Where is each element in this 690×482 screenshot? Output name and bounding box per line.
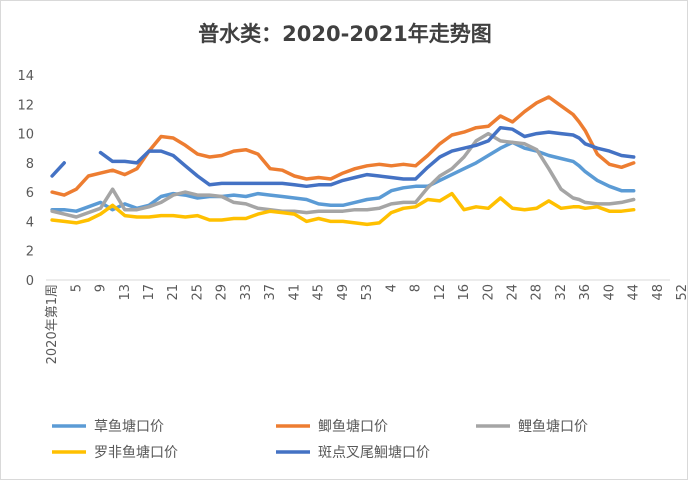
y-tick-label: 10 (17, 128, 34, 143)
x-tick-label: 17 (142, 284, 157, 301)
x-tick-label: 24 (505, 284, 520, 301)
x-tick-label: 33 (239, 284, 254, 301)
series-line-4 (50, 191, 636, 227)
x-tick-label: 9 (94, 284, 109, 292)
x-tick-label: 53 (360, 284, 375, 301)
chart-title: 普水类：2020-2021年走势图 (198, 22, 492, 46)
x-tick-label: 45 (312, 284, 327, 301)
x-tick-label: 4 (384, 284, 399, 292)
x-tick-label: 44 (627, 284, 642, 301)
x-tick-label: 49 (336, 284, 351, 301)
x-tick-label: 48 (651, 284, 666, 301)
series-line-2 (50, 95, 636, 197)
y-tick-label: 14 (17, 69, 34, 84)
x-tick-label: 25 (190, 284, 205, 301)
x-tick-label: 52 (675, 284, 690, 301)
legend-label: 鲫鱼塘口价 (318, 418, 388, 435)
x-tick-label: 32 (554, 284, 569, 301)
legend-label: 鲤鱼塘口价 (518, 418, 588, 435)
series-line-3 (50, 131, 636, 219)
x-tick-label: 8 (409, 284, 424, 292)
x-tick-label: 21 (166, 284, 181, 301)
y-tick-label: 12 (17, 98, 34, 113)
y-tick-label: 0 (26, 274, 34, 289)
y-tick-label: 8 (26, 157, 34, 172)
y-tick-label: 6 (26, 186, 34, 201)
x-tick-label: 13 (118, 284, 133, 301)
series-line-5 (50, 125, 636, 189)
x-tick-label: 12 (433, 284, 448, 301)
x-tick-label: 37 (263, 284, 278, 301)
y-tick-label: 2 (26, 245, 34, 260)
x-tick-label: 36 (578, 284, 593, 301)
x-tick-label: 29 (215, 284, 230, 301)
legend-label: 罗非鱼塘口价 (94, 444, 178, 461)
x-tick-label: 5 (69, 284, 84, 292)
x-tick-label: 16 (457, 284, 472, 301)
x-tick-label: 2020年第1周 (45, 284, 60, 364)
x-tick-label: 28 (530, 284, 545, 301)
series-line-1 (50, 140, 636, 213)
x-tick-label: 40 (602, 284, 617, 301)
y-tick-label: 4 (26, 215, 34, 230)
legend-label: 斑点叉尾鮰塘口价 (318, 445, 430, 461)
x-tick-label: 20 (481, 284, 496, 301)
x-tick-label: 41 (287, 284, 302, 301)
legend-label: 草鱼塘口价 (94, 418, 164, 435)
